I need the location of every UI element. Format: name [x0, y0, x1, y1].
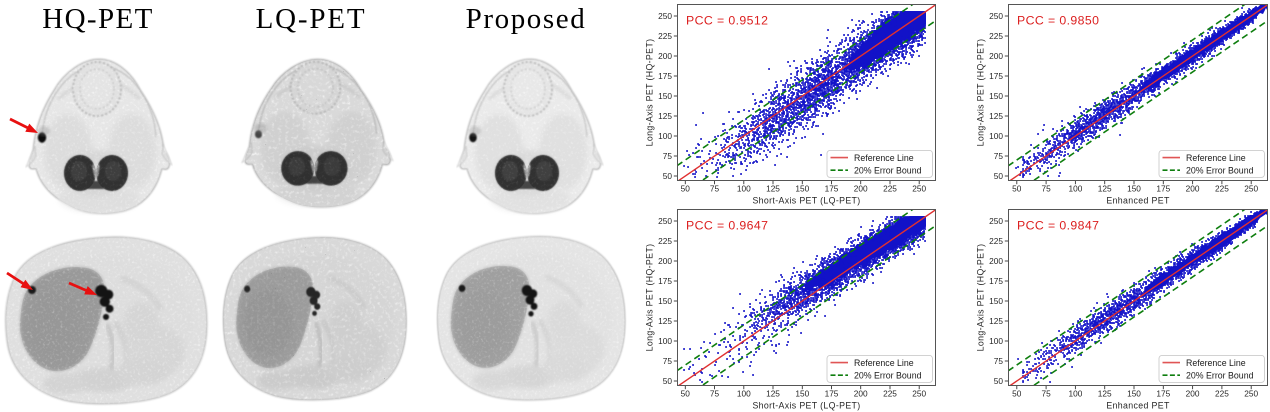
svg-text:175: 175 — [1156, 184, 1170, 194]
svg-text:Reference Line: Reference Line — [1186, 358, 1246, 368]
svg-text:Short-Axis PET (LQ-PET): Short-Axis PET (LQ-PET) — [752, 401, 860, 411]
svg-text:250: 250 — [1244, 389, 1258, 399]
svg-text:75: 75 — [994, 151, 1004, 161]
svg-text:Reference Line: Reference Line — [1186, 153, 1246, 163]
svg-text:175: 175 — [989, 276, 1003, 286]
svg-text:200: 200 — [658, 51, 672, 61]
svg-text:200: 200 — [1186, 184, 1200, 194]
svg-text:175: 175 — [989, 71, 1003, 81]
svg-text:150: 150 — [989, 91, 1003, 101]
svg-text:50: 50 — [681, 389, 691, 399]
svg-text:PCC = 0.9847: PCC = 0.9847 — [1017, 219, 1099, 233]
svg-text:225: 225 — [1215, 184, 1229, 194]
svg-text:100: 100 — [1068, 389, 1082, 399]
svg-text:Short-Axis PET (LQ-PET): Short-Axis PET (LQ-PET) — [752, 196, 860, 206]
svg-text:Enhanced PET: Enhanced PET — [1106, 401, 1170, 411]
svg-text:50: 50 — [681, 184, 691, 194]
svg-text:100: 100 — [658, 336, 672, 346]
svg-text:125: 125 — [658, 111, 672, 121]
svg-text:125: 125 — [766, 389, 780, 399]
svg-text:225: 225 — [883, 389, 897, 399]
svg-text:100: 100 — [1068, 184, 1082, 194]
svg-text:50: 50 — [1012, 184, 1022, 194]
svg-text:20% Error Bound: 20% Error Bound — [1186, 165, 1254, 175]
svg-text:PCC = 0.9850: PCC = 0.9850 — [1017, 14, 1099, 28]
svg-text:PCC = 0.9647: PCC = 0.9647 — [686, 219, 768, 233]
svg-text:225: 225 — [883, 184, 897, 194]
svg-text:150: 150 — [989, 296, 1003, 306]
svg-text:175: 175 — [658, 276, 672, 286]
svg-text:PCC = 0.9512: PCC = 0.9512 — [686, 14, 768, 28]
svg-text:20% Error Bound: 20% Error Bound — [854, 370, 922, 380]
svg-text:225: 225 — [1215, 389, 1229, 399]
svg-text:100: 100 — [989, 336, 1003, 346]
svg-text:50: 50 — [663, 171, 673, 181]
svg-text:75: 75 — [994, 356, 1004, 366]
svg-text:150: 150 — [658, 91, 672, 101]
svg-text:200: 200 — [989, 51, 1003, 61]
svg-text:225: 225 — [658, 236, 672, 246]
svg-text:Reference Line: Reference Line — [854, 153, 914, 163]
svg-text:Long-Axis PET (HQ-PET): Long-Axis PET (HQ-PET) — [976, 39, 986, 147]
svg-text:200: 200 — [854, 389, 868, 399]
svg-text:175: 175 — [658, 71, 672, 81]
svg-text:150: 150 — [795, 184, 809, 194]
svg-text:125: 125 — [989, 316, 1003, 326]
svg-text:Long-Axis PET (HQ-PET): Long-Axis PET (HQ-PET) — [976, 244, 986, 352]
svg-text:250: 250 — [658, 11, 672, 21]
svg-text:250: 250 — [912, 389, 926, 399]
svg-text:50: 50 — [994, 171, 1004, 181]
svg-text:150: 150 — [658, 296, 672, 306]
svg-text:125: 125 — [1098, 389, 1112, 399]
svg-text:225: 225 — [658, 31, 672, 41]
svg-text:200: 200 — [658, 256, 672, 266]
svg-text:100: 100 — [737, 184, 751, 194]
svg-text:225: 225 — [989, 236, 1003, 246]
svg-text:200: 200 — [989, 256, 1003, 266]
svg-text:100: 100 — [737, 389, 751, 399]
svg-text:Long-Axis PET (HQ-PET): Long-Axis PET (HQ-PET) — [645, 244, 655, 352]
svg-text:50: 50 — [1012, 389, 1022, 399]
svg-text:75: 75 — [710, 389, 720, 399]
svg-text:125: 125 — [989, 111, 1003, 121]
svg-text:LQ-PET: LQ-PET — [256, 3, 367, 35]
svg-text:Enhanced PET: Enhanced PET — [1106, 196, 1170, 206]
svg-text:200: 200 — [1186, 389, 1200, 399]
svg-text:250: 250 — [989, 216, 1003, 226]
svg-text:150: 150 — [1127, 389, 1141, 399]
svg-text:HQ-PET: HQ-PET — [42, 3, 154, 35]
svg-text:200: 200 — [854, 184, 868, 194]
svg-text:75: 75 — [710, 184, 720, 194]
svg-text:150: 150 — [795, 389, 809, 399]
svg-text:75: 75 — [663, 151, 673, 161]
svg-text:225: 225 — [989, 31, 1003, 41]
svg-text:20% Error Bound: 20% Error Bound — [854, 165, 922, 175]
svg-text:100: 100 — [658, 131, 672, 141]
svg-text:125: 125 — [658, 316, 672, 326]
svg-text:125: 125 — [1098, 184, 1112, 194]
svg-text:250: 250 — [658, 216, 672, 226]
svg-text:Long-Axis PET (HQ-PET): Long-Axis PET (HQ-PET) — [645, 39, 655, 147]
svg-text:175: 175 — [825, 184, 839, 194]
svg-text:175: 175 — [825, 389, 839, 399]
svg-text:Reference Line: Reference Line — [854, 358, 914, 368]
svg-text:50: 50 — [663, 376, 673, 386]
svg-text:100: 100 — [989, 131, 1003, 141]
svg-text:125: 125 — [766, 184, 780, 194]
svg-text:75: 75 — [663, 356, 673, 366]
svg-text:250: 250 — [912, 184, 926, 194]
svg-text:20% Error Bound: 20% Error Bound — [1186, 370, 1254, 380]
svg-text:175: 175 — [1156, 389, 1170, 399]
svg-text:75: 75 — [1041, 389, 1051, 399]
svg-text:250: 250 — [1244, 184, 1258, 194]
svg-text:250: 250 — [989, 11, 1003, 21]
svg-text:150: 150 — [1127, 184, 1141, 194]
svg-text:50: 50 — [994, 376, 1004, 386]
svg-text:Proposed: Proposed — [466, 3, 587, 35]
svg-text:75: 75 — [1041, 184, 1051, 194]
